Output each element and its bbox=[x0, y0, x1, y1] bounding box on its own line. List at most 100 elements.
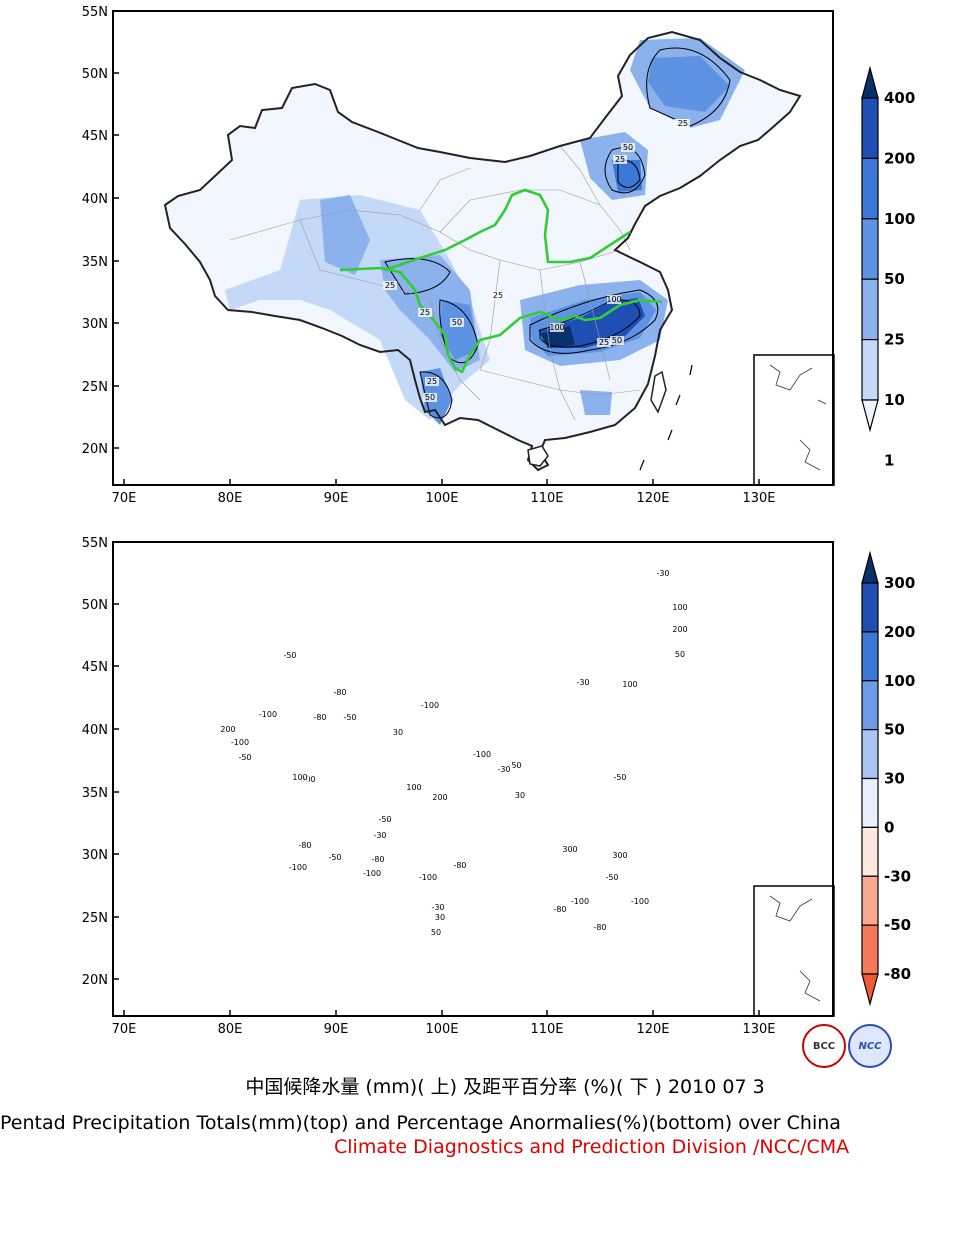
colorbar: 400 200 100 50 25 10 1 bbox=[861, 65, 915, 469]
contour-label-bg bbox=[231, 738, 249, 747]
contour-label-bg bbox=[610, 336, 624, 345]
rain-region-west bbox=[225, 195, 490, 420]
lon-tick-label: 70E bbox=[112, 491, 137, 506]
lon-tick-label: 120E bbox=[636, 491, 669, 506]
province-boundaries bbox=[229, 145, 641, 421]
colorbar-segment bbox=[861, 339, 879, 401]
inset-coastline bbox=[769, 364, 827, 471]
percentage-anomalies-map: 55N 50N 45N 40N 35N 30N 25N 20N 70E 80E 90E 100E 110… bbox=[82, 536, 916, 1037]
contour-label-bg bbox=[219, 725, 237, 734]
contour-label: -50 bbox=[508, 761, 521, 770]
contour-label-bg bbox=[607, 295, 621, 304]
lon-tick-label: 130E bbox=[742, 1022, 775, 1037]
colorbar-bottom-arrow bbox=[861, 973, 879, 1007]
contour-label: 25 bbox=[678, 119, 688, 128]
lat-tick-label: 40N bbox=[82, 192, 108, 207]
lat-tick-label: 25N bbox=[82, 380, 108, 395]
contour-label-bg bbox=[376, 815, 394, 824]
contour-label: 25 bbox=[615, 155, 625, 164]
lat-tick-label: 20N bbox=[82, 442, 108, 457]
colorbar-segment bbox=[861, 278, 879, 341]
contour-label-bg bbox=[613, 155, 627, 164]
contour-label-bg bbox=[291, 773, 309, 782]
ncc-logo: NCC bbox=[848, 1024, 892, 1068]
contour-label-bg bbox=[597, 338, 611, 347]
colorbar-label: -80 bbox=[884, 965, 911, 983]
colorbar-label: 100 bbox=[884, 672, 915, 690]
contour-label-bg bbox=[425, 377, 439, 386]
lat-tick-label: 30N bbox=[82, 317, 108, 332]
english-title: Pentad Precipitation Totals(mm)(top) and… bbox=[0, 1112, 841, 1134]
lon-tick-label: 80E bbox=[218, 1022, 243, 1037]
contour-label-bg bbox=[331, 688, 349, 697]
contour-label: 300 bbox=[562, 845, 577, 854]
contour-label: -100 bbox=[289, 863, 307, 872]
map-frame bbox=[112, 541, 834, 1017]
contour-labels-bottom: -30 100 200 50 -100 -100 -50 -80 -80 -50 -50 -100 30… bbox=[219, 569, 689, 937]
contour-label: 25 bbox=[420, 308, 430, 317]
south-china-sea-inset bbox=[753, 885, 835, 1017]
contour-label: 50 bbox=[431, 928, 441, 937]
contour-label-bg bbox=[591, 923, 609, 932]
contour-label: -50 bbox=[238, 753, 251, 762]
contour-label: 100 bbox=[606, 295, 621, 304]
lon-tick-label: 90E bbox=[324, 491, 349, 506]
contour-label: 25 bbox=[427, 377, 437, 386]
contour-label-bg bbox=[495, 765, 513, 774]
lat-tick-label: 20N bbox=[82, 973, 108, 988]
contour-label: -50 bbox=[343, 713, 356, 722]
contour-label: 200 bbox=[220, 725, 235, 734]
rain-core-sichuan bbox=[440, 300, 478, 360]
lon-tick-label: 130E bbox=[742, 491, 775, 506]
colorbar-segment bbox=[861, 631, 879, 682]
contour-label-bg bbox=[473, 750, 491, 759]
colorbar-segment bbox=[861, 826, 879, 877]
ncc-logo-text: NCC bbox=[858, 1040, 882, 1052]
contour-label: -30 bbox=[373, 831, 386, 840]
contour-label-bg bbox=[418, 308, 432, 317]
contour-label-bg bbox=[363, 869, 381, 878]
chinese-title: 中国候降水量 (mm)( 上) 及距平百分率 (%)( 下 ) 2010 07 … bbox=[245, 1076, 765, 1098]
colorbar-label: -50 bbox=[884, 916, 911, 934]
colorbar-bottom-arrow bbox=[861, 399, 879, 433]
contour-label-bg bbox=[419, 873, 437, 882]
contour-label: -80 bbox=[593, 923, 606, 932]
contour-label: 25 bbox=[385, 281, 395, 290]
lon-tick-label: 110E bbox=[530, 491, 563, 506]
contour-label: -100 bbox=[473, 750, 491, 759]
contour-label: -100 bbox=[571, 897, 589, 906]
contour-label: -80 bbox=[333, 688, 346, 697]
lat-tick-label: 50N bbox=[82, 598, 108, 613]
contour-label: 100 bbox=[406, 783, 421, 792]
colorbar-label: 25 bbox=[884, 331, 905, 349]
contour-label-bg bbox=[383, 281, 397, 290]
contour-label-bg bbox=[259, 710, 277, 719]
contour-label: -100 bbox=[421, 701, 439, 710]
bcc-logo: BCC bbox=[802, 1024, 846, 1068]
contour-label-bg bbox=[371, 831, 389, 840]
contour-label: -80 bbox=[371, 855, 384, 864]
contour-label: -50 bbox=[378, 815, 391, 824]
contour-label-bg bbox=[551, 905, 569, 914]
lon-tick-label: 120E bbox=[636, 1022, 669, 1037]
lat-tick-label: 35N bbox=[82, 786, 108, 801]
colorbar-segment bbox=[861, 875, 879, 926]
contour-label-bg bbox=[611, 851, 629, 860]
contour-label-bg bbox=[281, 651, 299, 660]
contour-label: -30 bbox=[497, 765, 510, 774]
contour-label: 50 bbox=[612, 336, 622, 345]
contour-label: 50 bbox=[675, 650, 685, 659]
colorbar-label: 300 bbox=[884, 574, 915, 592]
contour-label-bg bbox=[671, 625, 689, 634]
contour-label: 300 bbox=[612, 851, 627, 860]
map-background bbox=[113, 542, 833, 1016]
contour-label-bg bbox=[571, 897, 589, 906]
colorbar-segment bbox=[861, 157, 879, 220]
contour-label-bg bbox=[405, 783, 423, 792]
contour-label: 25 bbox=[599, 338, 609, 347]
lon-tick-label: 70E bbox=[112, 1022, 137, 1037]
contour-label: -50 bbox=[283, 651, 296, 660]
colorbar-top-arrow bbox=[861, 550, 879, 584]
map-frame bbox=[112, 10, 834, 486]
